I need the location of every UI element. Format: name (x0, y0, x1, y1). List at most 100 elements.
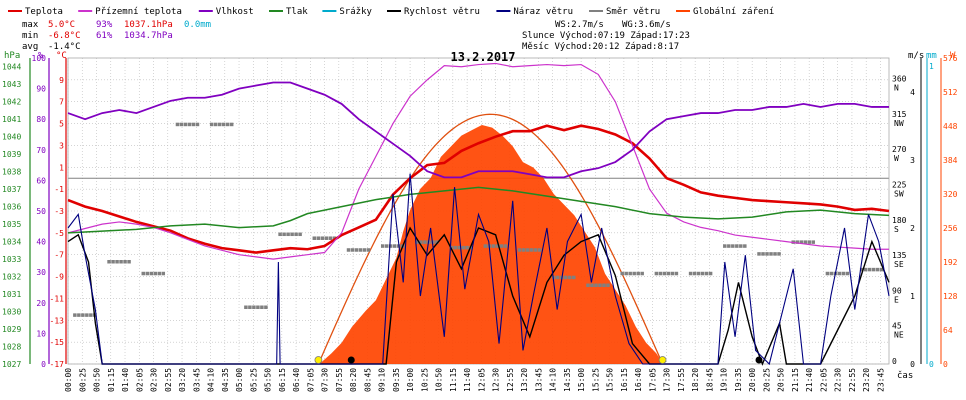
wind-direction-mark (89, 313, 93, 317)
x-tick-label: 06:40 (292, 368, 301, 392)
wind-direction-mark (195, 122, 200, 127)
wind-direction-mark (670, 271, 675, 276)
wind-direction-mark (384, 244, 389, 248)
ground-temperature-line (67, 62, 889, 260)
ms-tick-label: 3 (910, 156, 915, 165)
ms-tick-label: 0 (910, 360, 915, 369)
wind-direction-mark (743, 244, 747, 248)
wind-direction-mark (111, 260, 115, 264)
direction-tick-label: 315 (892, 110, 907, 119)
x-tick-label: 07:55 (335, 368, 344, 392)
x-tick-label: 20:25 (762, 368, 771, 392)
wind-direction-mark (107, 260, 111, 264)
legend-label: Globální záření (693, 7, 774, 17)
wind-direction-mark (723, 244, 727, 248)
wind-direction-mark (688, 271, 693, 276)
wind-direction-mark (811, 240, 815, 244)
stat-max-label: max (22, 20, 39, 30)
moon-times: Měsíc Východ:20:12 Západ:8:17 (522, 42, 679, 52)
wind-direction-mark (119, 260, 123, 264)
x-tick-label: 15:50 (606, 368, 615, 392)
sunrise-marker (314, 356, 323, 364)
wind-direction-mark (795, 240, 799, 244)
stat-min-label: min (22, 31, 38, 41)
wind-direction-mark (632, 271, 636, 276)
wind-direction-mark (248, 305, 252, 310)
percent-tick-label: 50 (36, 207, 46, 216)
legend-label: Rychlost větru (404, 7, 480, 17)
wind-direction-mark (461, 245, 465, 250)
wind-direction-mark (829, 271, 834, 276)
wind-direction-mark (145, 271, 150, 276)
stat-min-hum: 61% (96, 31, 113, 41)
w-tick-label: 448 (943, 122, 958, 131)
hpa-tick-label: 1032 (2, 273, 21, 282)
wind-direction-mark (290, 232, 294, 237)
x-tick-label: 18:45 (705, 368, 714, 392)
temp-tick-label: -13 (50, 316, 65, 325)
wind-direction-mark (503, 244, 508, 248)
radiation-area (319, 124, 664, 364)
wind-direction-mark (624, 271, 628, 276)
x-tick-label: 07:30 (321, 368, 330, 392)
wind-direction-mark (328, 236, 333, 240)
wind-direction-mark (708, 271, 713, 276)
wind-direction-mark (727, 244, 731, 248)
legend-label: Srážky (339, 7, 372, 17)
wind-direction-mark (453, 245, 457, 250)
wind-direction-mark (606, 283, 610, 288)
temp-tick-label: 3 (59, 141, 64, 150)
wind-direction-mark (256, 305, 260, 310)
hpa-tick-label: 1044 (2, 63, 21, 72)
x-tick-label: 21:15 (791, 368, 800, 392)
wind-direction-mark (568, 275, 572, 280)
x-tick-label: 19:35 (734, 368, 743, 392)
wind-direction-mark (175, 122, 180, 127)
percent-tick-label: 70 (36, 146, 46, 155)
wind-direction-mark (841, 271, 846, 276)
percent-tick-label: 80 (36, 115, 46, 124)
hpa-tick-label: 1038 (2, 168, 21, 177)
wind-direction-mark (777, 252, 781, 256)
wind-direction-mark (773, 252, 777, 256)
wind-direction-mark (187, 122, 192, 127)
wind-direction-mark (260, 305, 264, 310)
wind-direction-mark (692, 271, 697, 276)
temp-tick-label: -9 (54, 273, 64, 282)
stat-max-press: 1037.1hPa (124, 20, 173, 30)
wind-direction-mark (179, 122, 184, 127)
hpa-tick-label: 1034 (2, 238, 21, 247)
x-tick-label: 10:25 (420, 368, 429, 392)
wind-direction-mark (85, 313, 89, 317)
x-tick-label: 00:25 (78, 368, 87, 392)
x-tick-label: 19:10 (720, 368, 729, 392)
temp-tick-label: -15 (50, 338, 65, 347)
wind-direction-mark (499, 244, 504, 248)
percent-tick-label: 30 (36, 268, 46, 277)
direction-name-label: S (894, 225, 899, 234)
wind-direction-mark (517, 248, 522, 252)
temperature-line (67, 124, 890, 254)
temp-tick-label: 1 (59, 163, 64, 172)
wind-direction-mark (704, 271, 709, 276)
x-tick-label: 21:40 (805, 368, 814, 392)
moon-marker (347, 356, 355, 364)
stats-panel: max 5.0°C 93% 1037.1hPa 0.0mm min -6.8°C… (22, 20, 690, 52)
wind-direction-mark (141, 271, 146, 276)
x-tick-label: 12:30 (492, 368, 501, 392)
w-tick-label: 0 (943, 360, 948, 369)
legend-label: Vlhkost (216, 7, 254, 17)
hpa-tick-label: 1041 (2, 115, 21, 124)
wind-direction-mark (161, 271, 166, 276)
wind-direction-mark (435, 240, 439, 244)
x-tick-label: 20:00 (748, 368, 757, 392)
wind-direction-mark (354, 248, 359, 252)
wind-direction-mark (278, 232, 282, 237)
mm-axis-title: mm (926, 51, 937, 61)
percent-axis-title: % (38, 51, 44, 61)
wind-direction-mark (491, 244, 496, 248)
pressure-line (67, 186, 890, 234)
legend-label: Teplota (25, 7, 63, 17)
x-tick-label: 07:05 (306, 368, 315, 392)
wind-direction-mark (879, 267, 884, 272)
